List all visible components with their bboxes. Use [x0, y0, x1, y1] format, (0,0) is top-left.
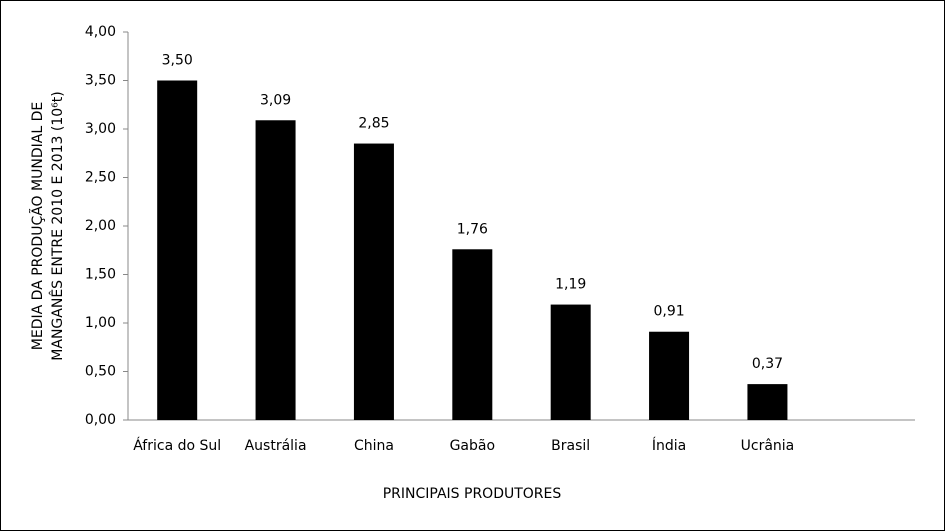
- x-tick-label: Ucrânia: [741, 438, 795, 454]
- y-tick-label: 3,00: [85, 121, 116, 137]
- value-label: 1,19: [555, 277, 586, 293]
- x-axis-title: PRINCIPAIS PRODUTORES: [383, 486, 562, 502]
- value-label: 2,85: [358, 116, 389, 132]
- y-tick-label: 4,00: [85, 24, 116, 40]
- x-tick-label: Índia: [652, 437, 686, 454]
- bar: [452, 249, 493, 420]
- y-axis-title: MEDIA DA PRODUÇÃO MUNDIAL DE MANGANÊS EN…: [29, 91, 66, 360]
- y-tick-label: 0,50: [85, 364, 116, 380]
- bar: [550, 304, 591, 420]
- value-label: 3,50: [162, 53, 193, 69]
- x-tick-label: África do Sul: [133, 437, 221, 454]
- bar: [255, 120, 296, 421]
- value-label: 3,09: [260, 92, 291, 108]
- y-tick-label: 2,00: [85, 218, 116, 234]
- y-tick-label: 3,50: [85, 73, 116, 89]
- bar: [649, 331, 690, 420]
- value-label: 0,91: [653, 304, 684, 320]
- value-label: 0,37: [752, 356, 783, 372]
- x-tick-label: Gabão: [450, 438, 495, 454]
- bar: [353, 143, 394, 421]
- y-axis-title-line: MEDIA DA PRODUÇÃO MUNDIAL DE: [29, 102, 46, 350]
- bar: [157, 80, 198, 420]
- bar: [747, 384, 788, 420]
- value-label: 1,76: [457, 221, 488, 237]
- y-tick-label: 0,00: [85, 412, 116, 428]
- y-tick-label: 1,50: [85, 267, 116, 283]
- y-tick-label: 1,00: [85, 315, 116, 331]
- x-tick-label: China: [354, 438, 394, 454]
- y-tick-label: 2,50: [85, 170, 116, 186]
- y-axis-title-line: MANGANÊS ENTRE 2010 E 2013 (10⁶t): [48, 91, 66, 360]
- x-tick-label: Austrália: [245, 438, 307, 454]
- x-tick-label: Brasil: [551, 438, 590, 454]
